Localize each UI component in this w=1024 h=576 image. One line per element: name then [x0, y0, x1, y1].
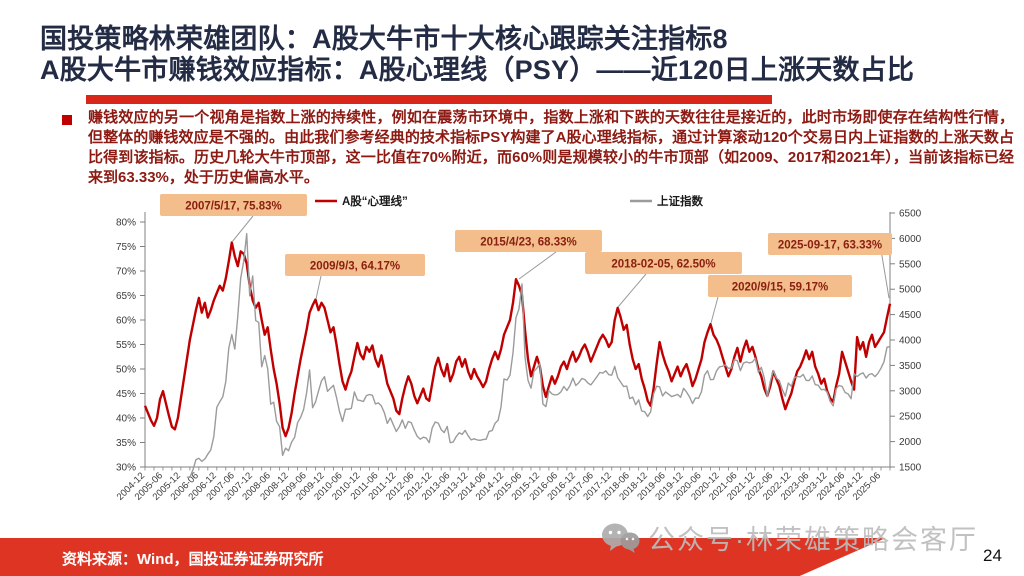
right-axis-tick-label: 4000: [899, 336, 922, 347]
annotation: 2025-09-17, 63.33%: [768, 233, 892, 299]
left-axis-tick-label: 75%: [116, 242, 136, 253]
page-number: 24: [983, 546, 1002, 565]
watermark-text: 公众号·林荣雄策略会客厅: [648, 525, 978, 555]
source-text: 资料来源：Wind，国投证券证券研究所: [62, 551, 324, 568]
annotation-label: 2007/5/17, 75.83%: [185, 201, 282, 213]
title-line-2: A股大牛市赚钱效应指标：A股心理线（PSY）——近120日上涨天数占比: [40, 55, 915, 85]
left-axis-tick-label: 65%: [116, 291, 136, 302]
left-axis-tick-label: 45%: [116, 389, 136, 400]
right-axis-tick-label: 5500: [899, 259, 922, 270]
right-axis-tick-label: 5000: [899, 285, 922, 296]
title-line-1: 国投策略林荣雄团队：A股大牛市十大核心跟踪关注指标8: [40, 24, 728, 54]
sse-line: [186, 233, 891, 478]
left-axis-tick-label: 30%: [116, 463, 136, 474]
right-axis-tick-label: 2500: [899, 412, 922, 423]
right-axis-tick-label: 3500: [899, 361, 922, 372]
watermark: 公众号·林荣雄策略会客厅: [600, 518, 978, 557]
left-axis-tick-label: 70%: [116, 267, 136, 278]
right-axis-tick-label: 4500: [899, 310, 922, 321]
summary-paragraph: 赚钱效应的另一个视角是指数上涨的持续性，例如在震荡市环境中，指数上涨和下跌的天数…: [88, 109, 1014, 186]
psy-line: [143, 241, 892, 438]
annotation-box: [768, 233, 892, 255]
wechat-icon: [602, 523, 640, 553]
annotation-label: 2025-09-17, 63.33%: [778, 240, 882, 252]
left-axis-tick-label: 60%: [116, 316, 136, 327]
bullet-square-icon: [62, 115, 72, 125]
left-axis-tick-label: 80%: [116, 218, 136, 229]
psy-chart-container: 80% 75% 70% 65% 60% 55% 50% 45% 40% 35% 30% 6500 600…: [88, 190, 968, 535]
annotation: 2020/9/15, 59.17%: [708, 275, 852, 324]
left-axis-tick-label: 40%: [116, 414, 136, 425]
right-axis-tick-label: 2000: [899, 437, 922, 448]
annotation-label: 2015/4/23, 68.33%: [480, 237, 577, 249]
page-title: 国投策略林荣雄团队：A股大牛市十大核心跟踪关注指标8 A股大牛市赚钱效应指标：A…: [40, 24, 1020, 86]
footer-red-bar: [0, 538, 886, 576]
annotation-label: 2009/9/3, 64.17%: [310, 261, 400, 273]
title-underline-bar: [86, 95, 772, 104]
annotation: 2015/4/23, 68.33%: [455, 230, 602, 280]
right-axis-tick-label: 6000: [899, 234, 922, 245]
left-axis-tick-label: 35%: [116, 438, 136, 449]
annotation-box: [285, 254, 425, 276]
legend-label: 上证指数: [657, 194, 703, 208]
annotation-box: [708, 275, 852, 297]
annotation-label: 2020/9/15, 59.17%: [732, 282, 829, 294]
annotation-box: [160, 194, 307, 216]
annotation-box: [455, 230, 602, 252]
annotation: 2007/5/17, 75.83%: [160, 194, 307, 243]
annotation-box: [585, 252, 742, 274]
left-axis-tick-label: 50%: [116, 365, 136, 376]
right-axis-tick-label: 1500: [899, 463, 922, 474]
right-axis-tick-label: 6500: [899, 209, 922, 220]
annotation: 2018-02-05, 62.50%: [585, 252, 742, 308]
annotation-label: 2018-02-05, 62.50%: [611, 259, 715, 271]
psy-chart: 80% 75% 70% 65% 60% 55% 50% 45% 40% 35% 30% 6500 600…: [115, 194, 922, 503]
left-axis-tick-label: 55%: [116, 340, 136, 351]
legend-label: A股“心理线”: [342, 194, 408, 208]
annotation: 2009/9/3, 64.17%: [285, 254, 425, 300]
right-axis-tick-label: 3000: [899, 386, 922, 397]
